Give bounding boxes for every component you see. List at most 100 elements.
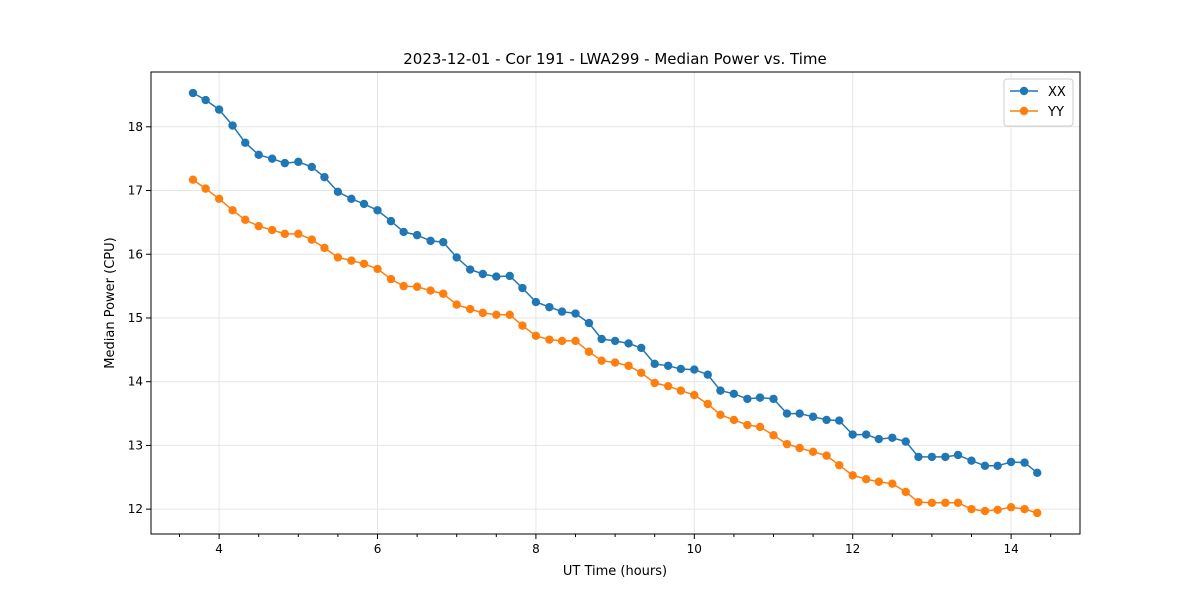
- data-point-yy: [690, 390, 699, 400]
- data-point-yy: [874, 477, 884, 486]
- data-point-xx: [993, 461, 1002, 471]
- data-point-yy: [888, 479, 897, 488]
- data-point-yy: [941, 498, 950, 507]
- data-point-yy: [650, 378, 659, 388]
- data-point-yy: [386, 274, 396, 284]
- data-point-yy: [1033, 508, 1042, 518]
- data-point-xx: [241, 138, 250, 147]
- data-point-yy: [967, 504, 976, 514]
- data-point-yy: [254, 222, 263, 231]
- x-tick-label: 10: [687, 542, 702, 556]
- data-point-yy: [808, 447, 818, 456]
- data-point-yy: [228, 206, 237, 215]
- chart-title: 2023-12-01 - Cor 191 - LWA299 - Median P…: [403, 50, 827, 68]
- data-point-yy: [531, 331, 541, 341]
- data-point-xx: [888, 433, 897, 442]
- data-point-xx: [439, 237, 448, 247]
- series-xx: [188, 88, 1042, 478]
- data-point-yy: [347, 256, 356, 265]
- data-point-xx: [188, 88, 198, 98]
- data-point-xx: [901, 437, 910, 446]
- data-point-xx: [373, 206, 382, 215]
- data-point-xx: [531, 297, 541, 307]
- data-point-yy: [782, 439, 792, 449]
- data-point-xx: [676, 364, 686, 374]
- data-point-xx: [848, 430, 857, 439]
- data-point-xx: [624, 339, 633, 348]
- x-tick-label: 14: [1003, 542, 1018, 556]
- data-point-yy: [492, 310, 501, 319]
- y-tick-label: 14: [128, 375, 143, 389]
- data-point-yy: [399, 281, 408, 291]
- data-point-xx: [571, 309, 580, 318]
- data-point-xx: [228, 121, 237, 130]
- data-point-yy: [320, 243, 329, 253]
- data-point-yy: [1020, 504, 1029, 514]
- data-point-xx: [505, 271, 514, 281]
- data-point-yy: [241, 215, 250, 225]
- data-point-xx: [347, 194, 356, 204]
- data-point-xx: [637, 343, 646, 353]
- data-point-xx: [755, 393, 765, 402]
- data-point-yy: [307, 235, 316, 244]
- data-point-xx: [214, 105, 224, 114]
- y-tick-label: 16: [128, 247, 143, 261]
- data-point-xx: [359, 199, 369, 209]
- data-point-xx: [426, 236, 435, 246]
- data-point-xx: [584, 318, 594, 328]
- data-point-yy: [267, 225, 277, 235]
- data-point-yy: [993, 505, 1002, 514]
- data-point-yy: [1006, 503, 1016, 512]
- data-point-yy: [901, 487, 910, 497]
- data-point-xx: [861, 430, 871, 439]
- data-point-xx: [333, 187, 343, 197]
- data-point-yy: [214, 194, 224, 204]
- data-point-xx: [452, 253, 461, 262]
- x-tick-label: 6: [374, 542, 382, 556]
- data-point-xx: [254, 150, 263, 160]
- y-tick-label: 12: [128, 502, 143, 516]
- data-point-xx: [822, 415, 831, 425]
- legend-marker-yy: [1019, 106, 1029, 116]
- data-point-yy: [201, 184, 210, 193]
- data-point-yy: [294, 229, 303, 239]
- data-point-xx: [1020, 458, 1029, 467]
- data-point-yy: [505, 310, 514, 319]
- data-point-yy: [426, 286, 435, 295]
- data-point-xx: [703, 370, 712, 379]
- data-point-yy: [743, 420, 752, 430]
- series-layer: [188, 88, 1042, 518]
- data-point-yy: [280, 229, 290, 239]
- y-axis-label: Median Power (CPU): [103, 237, 118, 368]
- data-point-yy: [927, 498, 937, 507]
- y-tick-label: 15: [128, 311, 143, 325]
- data-point-yy: [624, 361, 633, 370]
- data-point-xx: [1033, 468, 1042, 478]
- data-point-xx: [729, 389, 739, 399]
- data-point-yy: [755, 422, 765, 432]
- data-point-yy: [545, 335, 554, 344]
- legend-label-yy: YY: [1047, 105, 1064, 120]
- data-point-yy: [980, 506, 990, 516]
- data-point-xx: [201, 95, 210, 105]
- data-point-xx: [518, 283, 527, 293]
- data-point-xx: [478, 269, 488, 279]
- data-point-yy: [518, 321, 527, 330]
- data-point-xx: [597, 334, 606, 344]
- data-point-yy: [729, 415, 739, 425]
- data-point-xx: [927, 452, 937, 462]
- data-point-yy: [848, 471, 857, 480]
- data-point-yy: [795, 443, 804, 453]
- x-axis-label: UT Time (hours): [563, 564, 667, 579]
- data-point-xx: [914, 452, 923, 462]
- data-point-xx: [386, 216, 396, 226]
- data-point-xx: [307, 162, 316, 172]
- data-point-xx: [610, 336, 620, 346]
- data-point-yy: [465, 304, 475, 314]
- data-point-xx: [557, 307, 567, 316]
- data-point-xx: [743, 394, 752, 404]
- data-point-yy: [452, 300, 461, 309]
- data-point-xx: [320, 172, 329, 182]
- data-point-xx: [663, 361, 673, 370]
